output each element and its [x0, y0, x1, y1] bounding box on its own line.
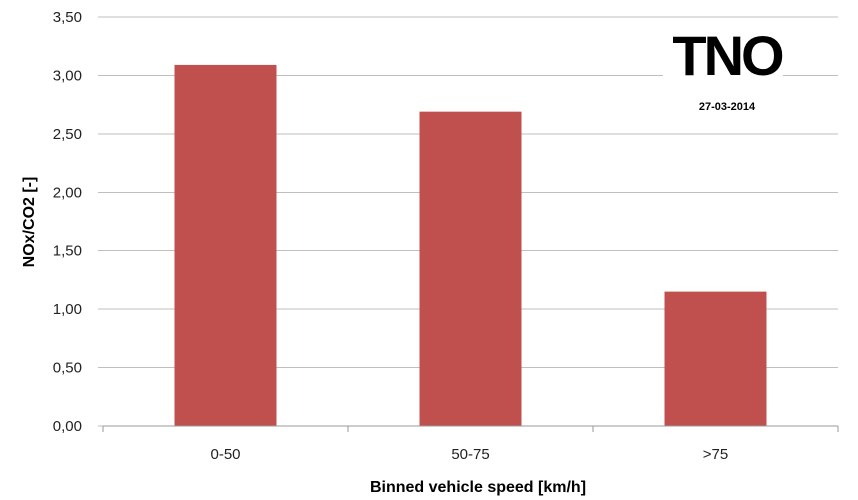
- x-axis: [102, 425, 839, 432]
- bar-1: [174, 64, 277, 426]
- y-tick-label: 0,00: [53, 418, 82, 435]
- date-annotation: 27-03-2014: [699, 101, 756, 113]
- x-axis-title: Binned vehicle speed [km/h]: [370, 479, 586, 496]
- y-tick-labels: 0,00 0,50 1,00 1,50 2,00 2,50 3,00 3,50: [53, 9, 82, 435]
- bar-2: [419, 111, 522, 426]
- x-tick-label: 0-50: [210, 446, 240, 463]
- y-tick-label: 2,50: [53, 126, 82, 143]
- x-tick-label: 50-75: [451, 446, 489, 463]
- y-tick-label: 0,50: [53, 360, 82, 377]
- y-tick-label: 1,50: [53, 243, 82, 260]
- y-tick-label: 2,00: [53, 184, 82, 201]
- y-axis-title: NOx/CO2 [-]: [21, 177, 38, 268]
- x-tick-label: >75: [703, 446, 728, 463]
- logo-text: TNO: [672, 24, 783, 87]
- tno-logo: TNO: [663, 24, 786, 87]
- x-tick-labels: 0-50 50-75 >75: [210, 446, 728, 463]
- y-tick-label: 3,00: [53, 67, 82, 84]
- bar-3: [664, 291, 767, 426]
- bars: [174, 64, 767, 426]
- y-tick-label: 3,50: [53, 9, 82, 26]
- y-tick-label: 1,00: [53, 301, 82, 318]
